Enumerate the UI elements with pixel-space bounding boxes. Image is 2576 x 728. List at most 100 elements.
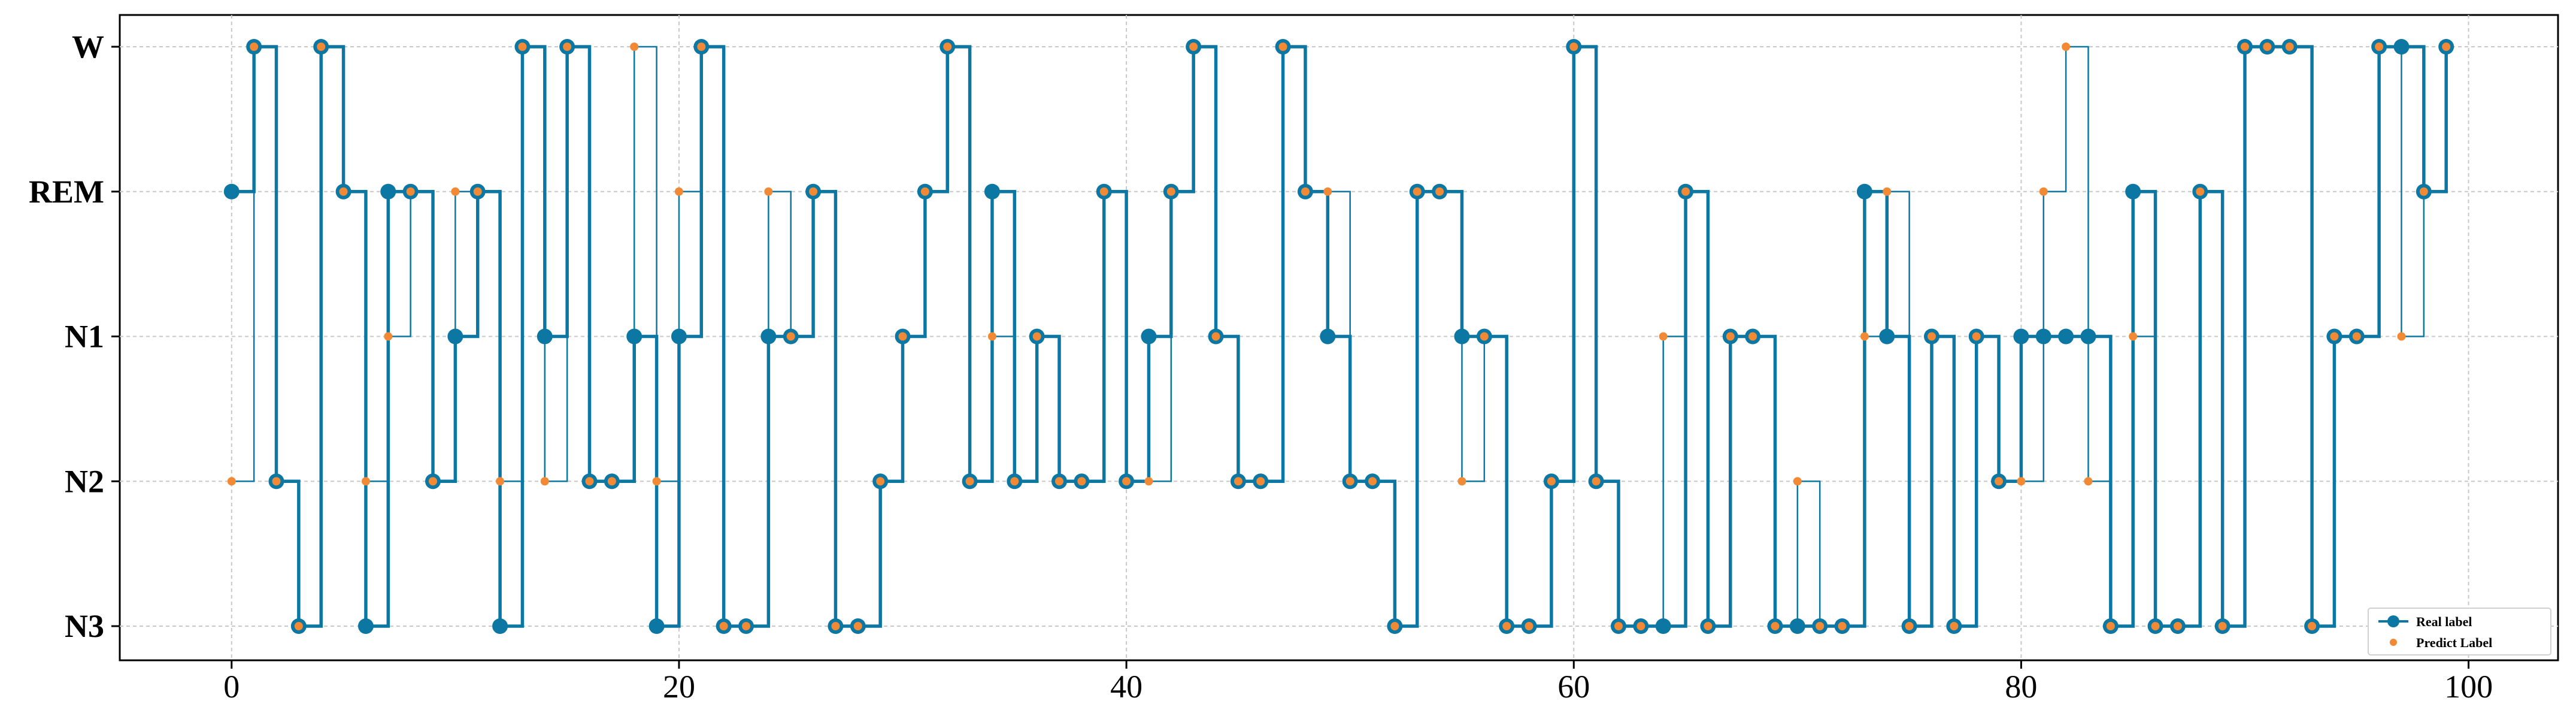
real-label-point (537, 328, 553, 345)
legend-real-marker (2387, 615, 2399, 627)
predict-label-point (965, 477, 974, 486)
predict-label-point (1077, 477, 1086, 486)
predict-label-point (1032, 332, 1041, 341)
x-tick-label: 80 (2005, 669, 2037, 705)
predict-label-point (339, 187, 348, 196)
real-label-point (760, 328, 777, 345)
legend-real-label: Real label (2416, 614, 2472, 629)
predict-label-point (227, 477, 236, 486)
predict-label-point (1748, 332, 1757, 341)
real-label-point (1454, 328, 1470, 345)
real-label-point (223, 183, 240, 200)
predict-label-point (384, 332, 393, 341)
predict-label-point (1144, 477, 1153, 486)
predict-label-point (987, 332, 996, 341)
predict-label-point (2419, 187, 2428, 196)
predict-label-point (876, 477, 885, 486)
predict-label-point (1614, 622, 1623, 630)
y-tick-label: N3 (65, 608, 104, 644)
predict-label-point (764, 187, 773, 196)
predict-label-point (1525, 622, 1534, 630)
predict-label-point (1793, 477, 1802, 486)
real-label-point (984, 183, 1000, 200)
predict-label-point (1950, 622, 1959, 630)
predict-label-point (1838, 622, 1847, 630)
real-label-point (648, 618, 665, 634)
predict-label-point (831, 622, 840, 630)
predict-label-point (2375, 43, 2384, 51)
x-tick-label: 20 (663, 669, 695, 705)
predict-label-point (1636, 622, 1645, 630)
predict-label-point (786, 332, 795, 341)
predict-label-point (719, 622, 728, 630)
predict-label-point (2240, 43, 2249, 51)
predict-label-point (674, 187, 683, 196)
real-label-point (2125, 183, 2141, 200)
predict-label-point (2129, 332, 2138, 341)
real-label-point (1141, 328, 1157, 345)
predict-label-point (585, 477, 594, 486)
predict-label-point (1368, 477, 1377, 486)
predict-label-point (809, 187, 818, 196)
real-label-point (1320, 328, 1336, 345)
predict-label-point (1480, 332, 1489, 341)
predict-label-point (1927, 332, 1936, 341)
predict-label-point (1189, 43, 1198, 51)
predict-label-point (2308, 622, 2317, 630)
predict-label-point (853, 622, 862, 630)
predict-label-point (1816, 622, 1825, 630)
predict-label-point (2106, 622, 2115, 630)
x-tick-label: 40 (1110, 669, 1142, 705)
predict-label-point (1704, 622, 1713, 630)
predict-label-point (1726, 332, 1735, 341)
plot-frame (119, 14, 2559, 661)
real-label-point (1789, 618, 1805, 634)
predict-label-point (742, 622, 751, 630)
real-label-point (492, 618, 508, 634)
legend-predict-label: Predict Label (2416, 635, 2492, 650)
predict-label-point (1278, 43, 1287, 51)
predict-label-point (294, 622, 303, 630)
x-tick-label: 0 (223, 669, 240, 705)
predict-label-point (1301, 187, 1310, 196)
predict-label-point (2173, 622, 2182, 630)
predict-label-point (2084, 477, 2093, 486)
predict-label-point (1905, 622, 1914, 630)
real-label-point (2393, 39, 2410, 55)
predict-label-point (429, 477, 438, 486)
predict-label-point (406, 187, 415, 196)
predict-label-point (1413, 187, 1422, 196)
predict-label-point (1055, 477, 1064, 486)
real-label-point (2013, 328, 2029, 345)
predict-label-point (1860, 332, 1869, 341)
predict-label-point (2263, 43, 2272, 51)
predict-label-point (1390, 622, 1399, 630)
predict-label-point (2039, 187, 2048, 196)
real-label-point (447, 328, 463, 345)
predict-label-point (2218, 622, 2227, 630)
y-tick-label: N1 (65, 319, 104, 355)
predict-label-point (1010, 477, 1019, 486)
predict-label-point (2442, 43, 2451, 51)
predict-label-point (1972, 332, 1981, 341)
predict-label-point (272, 477, 281, 486)
predict-label-point (563, 43, 572, 51)
real-label-point (626, 328, 643, 345)
predict-label-point (1995, 477, 2004, 486)
predict-label-point (920, 187, 929, 196)
predict-label-point (473, 187, 482, 196)
predict-label-point (250, 43, 259, 51)
x-tick-label: 100 (2444, 669, 2493, 705)
predict-label-point (1883, 187, 1892, 196)
predict-label-point (1256, 477, 1265, 486)
real-label-point (380, 183, 396, 200)
real-label-point (2058, 328, 2074, 345)
predict-label-point (1234, 477, 1242, 486)
real-label-point (357, 618, 374, 634)
y-tick-label: N2 (65, 463, 104, 499)
predict-label-point (1345, 477, 1354, 486)
predict-label-point (1122, 477, 1131, 486)
predict-label-point (1435, 187, 1444, 196)
real-label-point (2035, 328, 2051, 345)
